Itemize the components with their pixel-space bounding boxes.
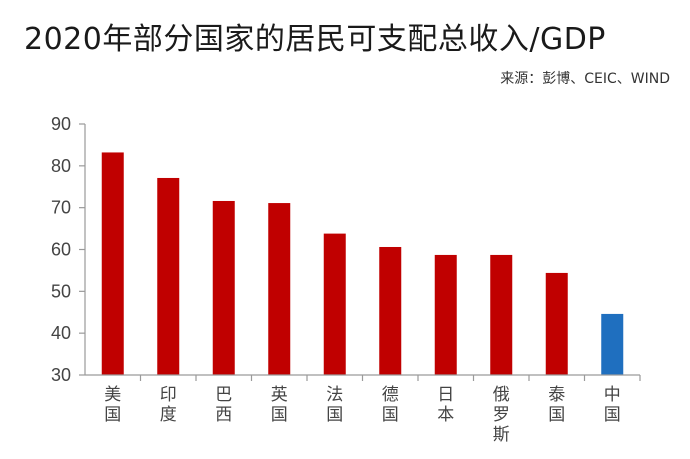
x-tick-label: 俄罗斯 bbox=[493, 385, 510, 445]
bars bbox=[101, 152, 624, 375]
x-tick-label: 法国 bbox=[326, 385, 343, 425]
x-tick-label: 泰国 bbox=[548, 385, 565, 425]
bar-3 bbox=[212, 200, 235, 375]
y-tick-label: 80 bbox=[51, 156, 71, 176]
y-tick-label: 70 bbox=[51, 198, 71, 218]
x-tick-label: 巴西 bbox=[215, 385, 232, 425]
y-axis: 30 40 50 60 70 80 90 bbox=[51, 114, 86, 385]
bar-9 bbox=[545, 272, 568, 375]
bar-10 bbox=[601, 313, 624, 375]
bar-2 bbox=[157, 177, 180, 375]
y-tick-label: 50 bbox=[51, 281, 71, 301]
bar-1 bbox=[101, 152, 124, 375]
chart-title: 2020年部分国家的居民可支配总收入/GDP bbox=[24, 22, 606, 57]
bar-7 bbox=[434, 254, 457, 375]
x-tick-label: 英国 bbox=[271, 385, 288, 425]
y-tick-label: 30 bbox=[51, 365, 71, 385]
y-tick-label: 40 bbox=[51, 323, 71, 343]
bar-5 bbox=[323, 233, 346, 375]
x-tick-label: 美国 bbox=[104, 385, 121, 425]
x-tick-label: 中国 bbox=[604, 385, 621, 425]
x-tick-label: 印度 bbox=[160, 385, 177, 425]
bar-6 bbox=[379, 246, 402, 375]
bar-8 bbox=[490, 254, 513, 375]
chart-source: 来源：彭博、CEIC、WIND bbox=[500, 71, 670, 87]
x-tick-label: 德国 bbox=[382, 385, 399, 425]
bar-4 bbox=[268, 203, 291, 375]
y-tick-label: 90 bbox=[51, 114, 71, 134]
y-tick-label: 60 bbox=[51, 240, 71, 260]
x-tick-label: 日本 bbox=[437, 385, 454, 425]
